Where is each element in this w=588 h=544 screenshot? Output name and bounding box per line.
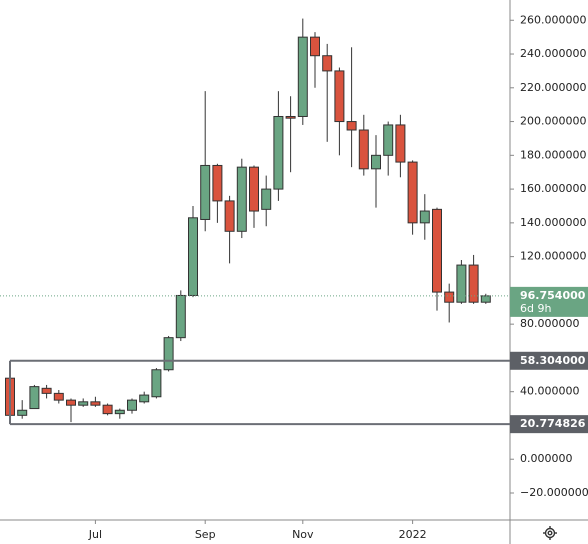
y-tick-label: 140.000000 — [520, 216, 586, 229]
candle-body — [383, 124, 394, 156]
x-tick-label: Jul — [88, 528, 102, 541]
y-tick-label: 0.000000 — [520, 452, 573, 465]
candle-body — [188, 217, 198, 296]
y-tick-label: 120.000000 — [520, 250, 586, 263]
candle-body — [236, 166, 247, 232]
candle-body — [224, 200, 235, 232]
level-label: 58.304000 — [520, 354, 586, 367]
candle-body — [102, 404, 113, 415]
y-tick-label: 260.000000 — [520, 13, 586, 26]
candle-body — [212, 164, 223, 202]
settings-icon[interactable] — [543, 526, 557, 540]
y-tick-label: 160.000000 — [520, 182, 586, 195]
candle-body — [310, 36, 320, 57]
candle-body — [151, 369, 162, 398]
candle-body — [66, 399, 76, 406]
candle-body — [78, 401, 89, 406]
candle-body — [41, 387, 52, 394]
last-price-label: 96.754000 — [520, 289, 586, 302]
y-tick-label: 80.000000 — [520, 317, 580, 330]
candle-body — [261, 188, 272, 210]
y-tick-label: 40.000000 — [520, 385, 580, 398]
candle-body — [249, 166, 259, 212]
candle-body — [371, 154, 381, 170]
candle-body — [334, 70, 345, 123]
candle-body — [285, 115, 296, 119]
y-tick-label: −20.000000 — [520, 486, 588, 499]
candle-body — [163, 337, 174, 371]
y-tick-label: 240.000000 — [520, 47, 586, 60]
candle-body — [29, 386, 40, 410]
level-label-box — [510, 415, 588, 434]
candle-body — [444, 291, 455, 303]
candle-body — [468, 264, 479, 303]
candle-body — [90, 401, 101, 406]
candle-body — [127, 399, 137, 411]
candle-body — [200, 164, 211, 220]
candle-body — [114, 409, 125, 415]
candle-body — [297, 36, 308, 117]
candle-body — [53, 392, 64, 401]
x-tick-label: 2022 — [399, 528, 427, 541]
candle-body — [395, 124, 406, 163]
y-tick-label: 220.000000 — [520, 81, 586, 94]
candle-body — [407, 161, 418, 224]
candle-body — [346, 121, 357, 131]
candle-body — [175, 294, 186, 339]
candle-body — [456, 264, 467, 303]
candle-body — [17, 409, 28, 416]
candle-body — [419, 210, 430, 224]
y-tick-label: 180.000000 — [520, 148, 586, 161]
x-tick-label: Sep — [195, 528, 216, 541]
last-price-box — [510, 286, 588, 317]
candle-body — [139, 394, 150, 403]
y-tick-label: 200.000000 — [520, 115, 586, 128]
countdown-label: 6d 9h — [520, 302, 551, 315]
candle-body — [432, 208, 442, 293]
candle-body — [358, 129, 369, 170]
candle-body — [273, 115, 284, 190]
level-label-box — [510, 351, 588, 370]
x-tick-label: Nov — [292, 528, 314, 541]
level-label: 20.774826 — [520, 417, 586, 430]
candle-body — [322, 55, 333, 72]
candle-body — [480, 295, 491, 303]
